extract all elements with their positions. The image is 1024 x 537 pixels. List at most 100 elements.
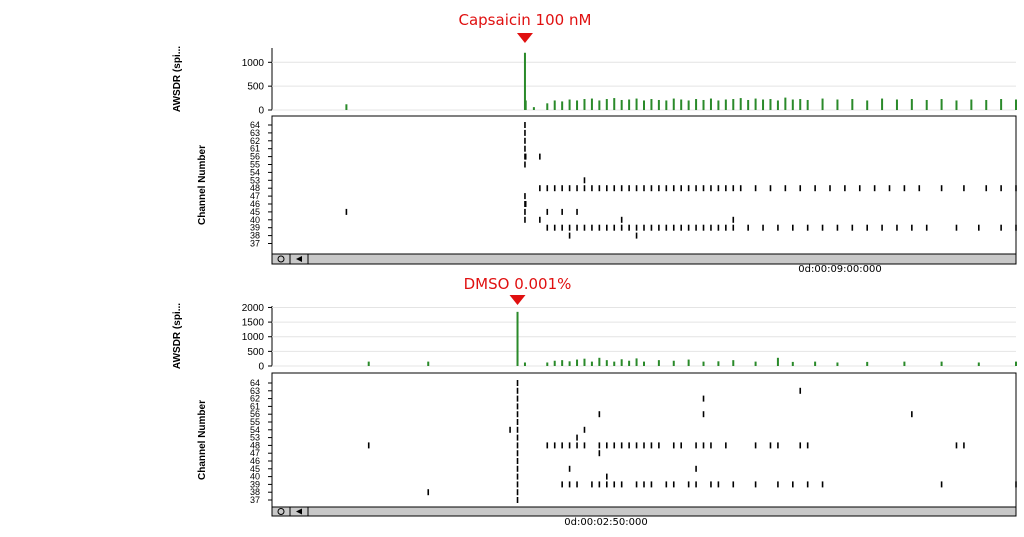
channel-tick-label: 62 bbox=[250, 394, 260, 404]
rate-bar bbox=[1000, 99, 1003, 110]
rate-bar bbox=[657, 99, 660, 110]
time-label: 0d:00:09:00:000 bbox=[798, 264, 881, 275]
y-ticks: 0 500 1000 1500 2000 bbox=[242, 303, 1016, 373]
y-axis-label: AWSDR (spi... bbox=[172, 303, 183, 369]
rate-bar bbox=[643, 361, 645, 366]
time-label: 0d:00:02:50:000 bbox=[564, 517, 647, 528]
rate-bar bbox=[523, 362, 526, 366]
timeline-scrollbar[interactable] bbox=[271, 506, 1017, 517]
rate-bar bbox=[561, 360, 564, 366]
rate-bar bbox=[955, 100, 958, 110]
rate-bar bbox=[553, 100, 556, 110]
rate-bar bbox=[925, 99, 928, 110]
rate-bar bbox=[940, 361, 943, 366]
rate-bar bbox=[717, 361, 720, 366]
rate-bar bbox=[590, 361, 593, 366]
stimulus-label-capsaicin: Capsaicin 100 nM bbox=[459, 11, 592, 29]
rate-bar bbox=[635, 98, 638, 110]
stimulus-marker-icon bbox=[516, 33, 533, 43]
rate-bar bbox=[977, 362, 980, 366]
rate-bar bbox=[576, 100, 579, 110]
rate-bar bbox=[568, 361, 571, 366]
channel-tick-label: 61 bbox=[250, 144, 260, 154]
channel-tick-label: 55 bbox=[250, 160, 260, 170]
y-tick-label: 500 bbox=[247, 82, 264, 93]
rate-bar bbox=[836, 362, 839, 366]
channel-tick-label: 38 bbox=[250, 487, 260, 497]
rate-bar bbox=[1015, 99, 1017, 110]
rate-bar bbox=[546, 103, 549, 110]
y-axis-label: Channel Number bbox=[197, 400, 208, 480]
rate-bar bbox=[687, 359, 690, 366]
y-tick-label: 500 bbox=[247, 347, 264, 358]
circle-icon[interactable] bbox=[277, 508, 285, 515]
timeline-scrollbar[interactable] bbox=[271, 253, 1017, 265]
left-arrow-icon[interactable] bbox=[296, 256, 302, 262]
channel-tick-label: 40 bbox=[250, 215, 260, 225]
rate-bar bbox=[754, 98, 757, 110]
spike-marks bbox=[345, 122, 1017, 239]
rate-bars bbox=[367, 311, 1017, 366]
channel-tick-label: 61 bbox=[250, 401, 260, 411]
rate-bar bbox=[739, 98, 742, 110]
channel-tick-label: 48 bbox=[250, 440, 260, 450]
rate-bar bbox=[643, 100, 645, 110]
rate-bar bbox=[754, 361, 757, 366]
rate-bar bbox=[910, 99, 913, 110]
circle-icon[interactable] bbox=[277, 255, 285, 263]
rate-bar bbox=[1015, 361, 1017, 366]
rate-bar bbox=[702, 99, 705, 110]
rate-bar bbox=[717, 100, 720, 110]
rate-bar bbox=[747, 99, 750, 110]
rate-bar bbox=[665, 100, 668, 110]
y-tick-label: 1500 bbox=[242, 318, 265, 329]
rate-bar bbox=[970, 99, 973, 110]
rate-bar bbox=[345, 104, 348, 110]
rate-bar bbox=[583, 358, 586, 366]
channel-tick-label: 55 bbox=[250, 417, 260, 427]
rate-bar bbox=[628, 360, 631, 366]
y-tick-label: 0 bbox=[258, 362, 264, 373]
rate-bar bbox=[985, 99, 988, 110]
rate-bar bbox=[657, 360, 660, 366]
scrollbar-track[interactable] bbox=[271, 253, 1017, 265]
rate-bar bbox=[672, 98, 675, 110]
rate-bar bbox=[806, 99, 809, 110]
rate-bar bbox=[784, 97, 787, 110]
channel-tick-label: 64 bbox=[250, 378, 260, 388]
rate-bar bbox=[576, 359, 579, 366]
channel-tick-label: 38 bbox=[250, 231, 260, 241]
channel-tick-label: 62 bbox=[250, 136, 260, 146]
rate-bar bbox=[620, 99, 623, 110]
y-tick-label: 1000 bbox=[242, 332, 265, 343]
rate-bar bbox=[680, 99, 683, 110]
channel-tick-label: 54 bbox=[250, 425, 260, 435]
rate-bar bbox=[605, 99, 608, 110]
rate-bar bbox=[598, 100, 601, 110]
rate-bar bbox=[709, 98, 712, 110]
rate-bar bbox=[628, 99, 631, 110]
channel-tick-label: 54 bbox=[250, 167, 260, 177]
rate-bar bbox=[732, 99, 735, 110]
channel-tick-label: 56 bbox=[250, 409, 260, 419]
y-axis-label: AWSDR (spi... bbox=[172, 46, 183, 112]
rate-bar bbox=[732, 360, 735, 366]
rate-bar bbox=[583, 99, 586, 110]
channel-tick-label: 46 bbox=[250, 199, 260, 209]
channel-tick-label: 46 bbox=[250, 456, 260, 466]
rate-bar bbox=[687, 100, 690, 110]
rate-bar bbox=[791, 361, 794, 366]
channel-tick-label: 37 bbox=[250, 239, 260, 249]
left-arrow-icon[interactable] bbox=[296, 508, 302, 515]
y-axis-label: Channel Number bbox=[197, 145, 208, 225]
rate-bar bbox=[776, 100, 779, 110]
rate-bar bbox=[598, 357, 601, 366]
scrollbar-track[interactable] bbox=[271, 506, 1017, 517]
rate-bar bbox=[650, 99, 653, 110]
rate-bar bbox=[791, 99, 794, 110]
rate-bar bbox=[605, 360, 608, 366]
channel-tick-label: 39 bbox=[250, 223, 260, 233]
